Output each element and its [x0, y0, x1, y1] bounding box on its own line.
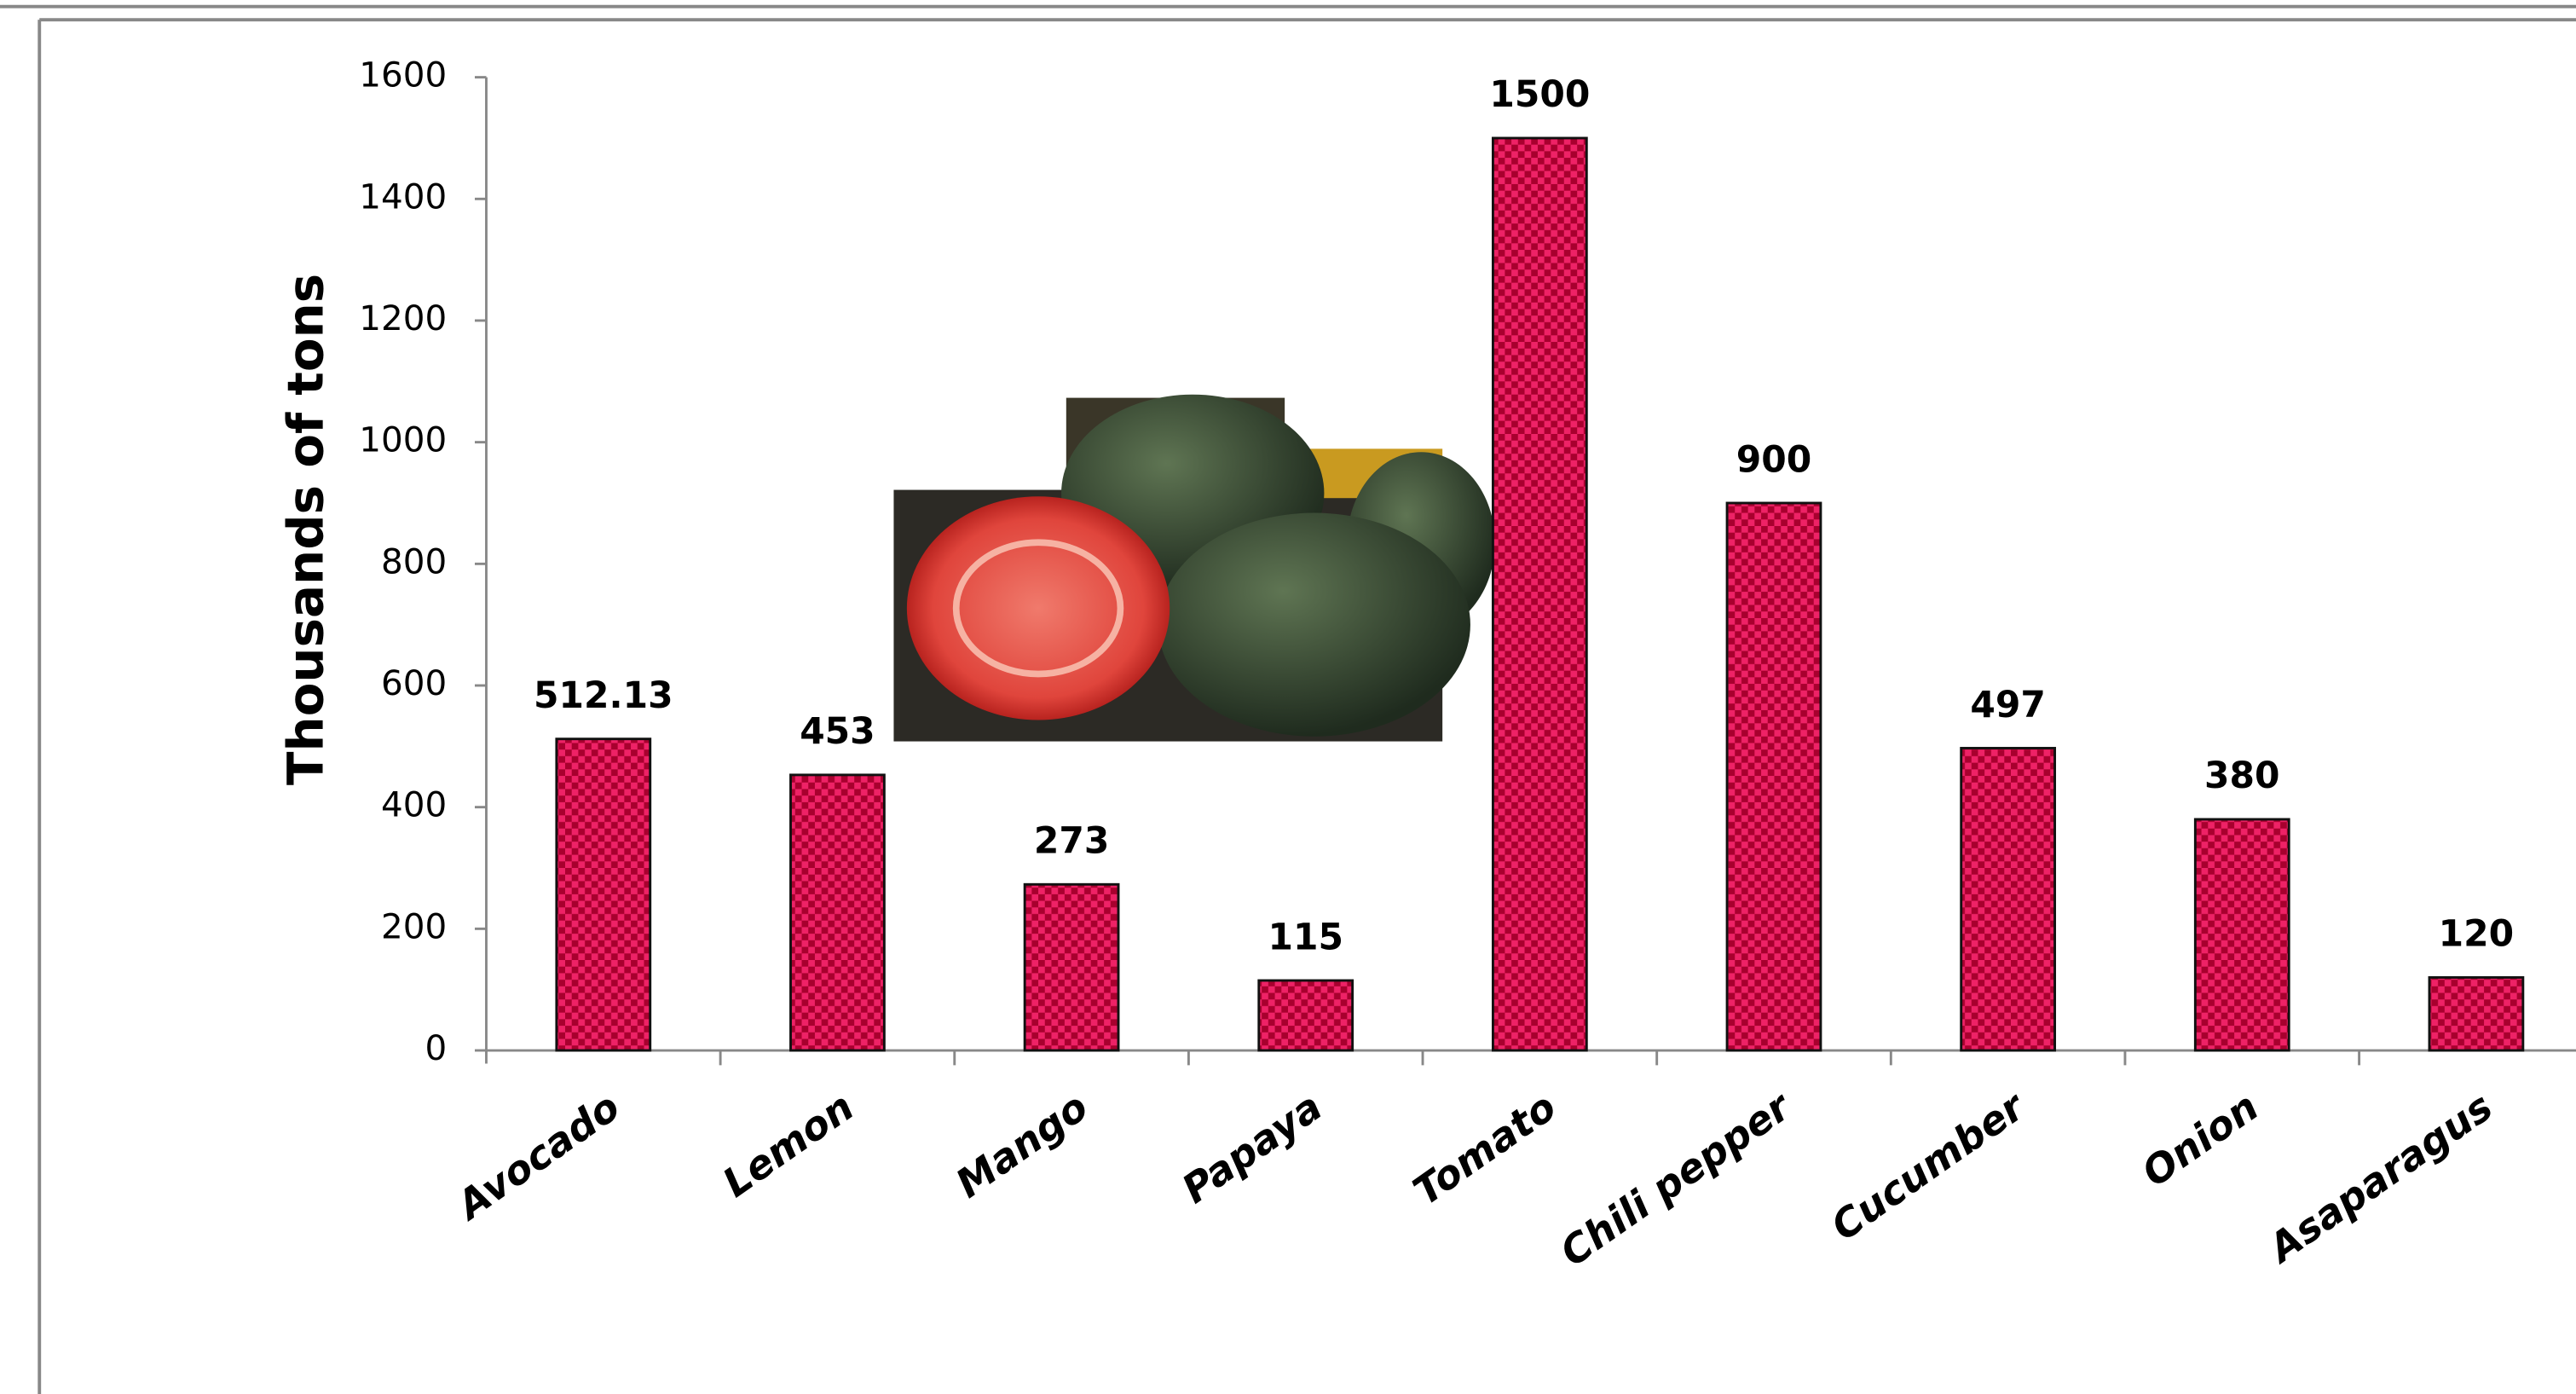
y-tick-label: 400 — [381, 784, 447, 825]
value-label: 273 — [1034, 820, 1109, 862]
bar — [1257, 979, 1354, 1052]
y-tick-label: 1400 — [359, 176, 447, 217]
bar — [2428, 975, 2525, 1052]
x-tick-label: Cucumber — [1822, 1082, 2035, 1250]
bar — [1725, 501, 1822, 1052]
y-tick-label: 1000 — [359, 419, 447, 460]
y-tick-label: 0 — [425, 1027, 447, 1068]
photo — [893, 394, 1495, 742]
y-tick-label: 200 — [381, 905, 447, 946]
x-tick-label: Lemon — [714, 1084, 862, 1206]
x-tick-label: Mango — [948, 1084, 1096, 1207]
y-axis-title: Thousands of tons — [276, 274, 334, 785]
x-tick-label: Onion — [2134, 1084, 2267, 1196]
bar — [1960, 747, 2057, 1052]
y-tick-label: 800 — [381, 541, 447, 581]
bar — [1023, 882, 1120, 1052]
y-tick-label: 1600 — [359, 55, 447, 95]
value-label: 497 — [1970, 684, 2045, 726]
x-tick-label: Chili pepper — [1552, 1082, 1801, 1275]
value-label: 453 — [800, 710, 875, 752]
y-tick-label: 1200 — [359, 298, 447, 338]
value-label: 380 — [2204, 755, 2279, 796]
x-tick-label: Avocado — [447, 1084, 628, 1229]
value-label: 115 — [1268, 916, 1343, 957]
bar — [555, 737, 652, 1052]
value-label: 512.13 — [534, 674, 673, 716]
bar — [1491, 136, 1588, 1052]
bar — [2193, 818, 2290, 1052]
y-tick-label: 600 — [381, 662, 447, 703]
value-label: 120 — [2439, 913, 2514, 955]
value-label: 1500 — [1489, 73, 1590, 115]
value-label: 900 — [1736, 438, 1811, 480]
bar — [789, 773, 886, 1052]
x-tick-label: Asaparagus — [2258, 1084, 2500, 1273]
x-tick-label: Tomato — [1405, 1084, 1564, 1215]
x-tick-label: Papaya — [1174, 1084, 1331, 1212]
